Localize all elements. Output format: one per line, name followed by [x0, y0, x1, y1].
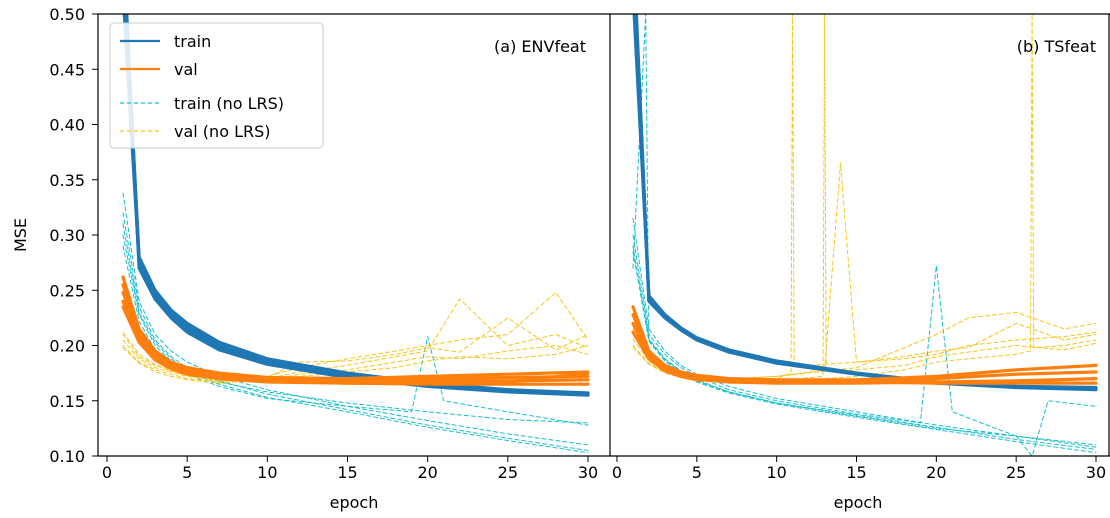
y-tick-label: 0.40	[49, 116, 85, 135]
y-tick-label: 0.35	[49, 171, 85, 190]
y-tick-label: 0.30	[49, 226, 85, 245]
x-tick-label: 20	[417, 463, 437, 482]
x-tick-label: 30	[578, 463, 598, 482]
series-line-train	[632, 14, 1098, 391]
legend-frame	[109, 22, 324, 149]
series-line-val	[121, 305, 590, 383]
panel-tsfeat: 0 5 10 15 20 25 30 (b) TSfeat epoch	[609, 13, 1110, 512]
series-line-val-nolrs	[122, 345, 589, 383]
series-line-train-nolrs	[632, 234, 1097, 446]
series-line-val-nolrs	[632, 311, 1097, 380]
series-line-val-nolrs	[122, 298, 589, 382]
legend-label-train: train	[174, 32, 211, 51]
x-axis-title-tsfeat: epoch	[834, 493, 883, 512]
series-line-train-nolrs	[122, 234, 589, 454]
series-line-train	[124, 14, 590, 396]
y-tick-label: 0.25	[49, 281, 85, 300]
series-line-val	[121, 275, 590, 381]
legend-label-val-nolrs: val (no LRS)	[174, 122, 271, 141]
y-tick-label: 0.50	[49, 5, 85, 24]
panel-envfeat: 0 5 10 15 20 25 30 (a) ENVfeat epoch	[92, 13, 610, 512]
x-tick-label: 5	[182, 463, 192, 482]
series-line-train	[634, 14, 1098, 390]
legend: train val train (no LRS) val (no LRS)	[109, 22, 324, 149]
y-tick-label: 0.15	[49, 392, 85, 411]
x-axis-title-envfeat: epoch	[330, 493, 379, 512]
series-line-val-nolrs	[122, 317, 589, 381]
series-line-train-nolrs	[632, 217, 1097, 448]
x-tick-label: 15	[846, 463, 866, 482]
panel-label-envfeat: (a) ENVfeat	[494, 37, 586, 56]
x-tick-label: 20	[926, 463, 946, 482]
y-axis-title: MSE	[11, 218, 30, 252]
legend-label-train-nolrs: train (no LRS)	[174, 94, 284, 113]
series-line-train	[633, 14, 1098, 392]
x-tick-label: 25	[498, 463, 518, 482]
series-line-val-nolrs	[632, 162, 1097, 381]
y-tick-label: 0.10	[49, 447, 85, 466]
series-line-train-nolrs	[122, 245, 589, 426]
series-line-val-nolrs	[632, 14, 1097, 384]
x-tick-label: 15	[337, 463, 357, 482]
x-tick-label: 30	[1086, 463, 1106, 482]
x-tick-label: 5	[692, 463, 702, 482]
x-tick-label: 25	[1006, 463, 1026, 482]
series-line-val	[631, 305, 1098, 382]
y-tick-labels: 0.10 0.15 0.20 0.25 0.30 0.35 0.40 0.45 0.50	[49, 5, 85, 466]
x-tick-label: 10	[257, 463, 277, 482]
x-tick-label: 10	[766, 463, 786, 482]
series-line-train-nolrs	[632, 245, 1097, 456]
legend-label-val: val	[174, 60, 198, 79]
panel-label-tsfeat: (b) TSfeat	[1017, 37, 1096, 56]
series-line-val	[631, 313, 1098, 384]
x-tick-label: 0	[102, 463, 112, 482]
y-tick-label: 0.20	[49, 337, 85, 356]
series-line-train-nolrs	[632, 251, 1097, 454]
series-line-val	[631, 330, 1098, 385]
series-line-train	[125, 14, 590, 397]
series-line-val-nolrs	[632, 14, 1097, 382]
series-line-train-nolrs	[122, 212, 589, 451]
x-tick-label: 0	[612, 463, 622, 482]
y-tick-label: 0.45	[49, 60, 85, 79]
